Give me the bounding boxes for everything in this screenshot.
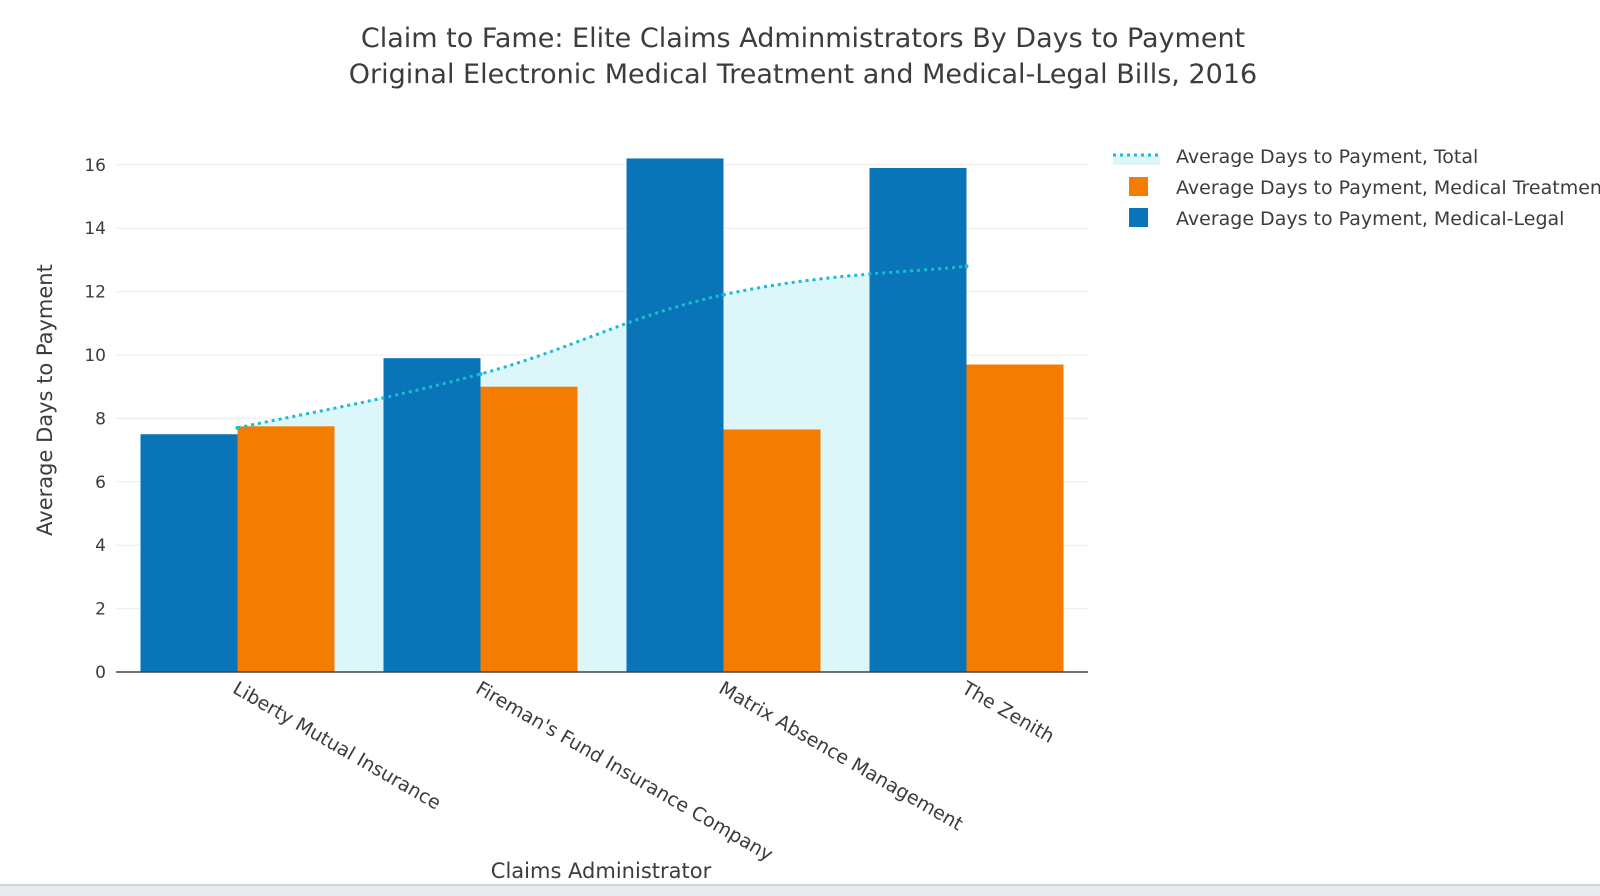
total-line-layer xyxy=(235,264,969,430)
bar-medical-treatment-1[interactable] xyxy=(237,426,335,672)
total-area-layer xyxy=(237,266,967,672)
y-tick-label: 8 xyxy=(95,409,106,429)
bar-medical-legal-2[interactable] xyxy=(383,358,481,672)
y-tick-labels: 0 2 4 6 8 10 12 14 16 xyxy=(84,156,106,683)
legend-swatch xyxy=(1129,177,1148,196)
y-axis-title: Average Days to Payment xyxy=(33,264,57,536)
legend-swatch xyxy=(1129,208,1148,227)
legend-label: Average Days to Payment, Total xyxy=(1176,146,1478,168)
bar-medical-treatment-4[interactable] xyxy=(966,364,1064,672)
legend-label: Average Days to Payment, Medical Treatme… xyxy=(1176,177,1600,199)
legend-label: Average Days to Payment, Medical-Legal xyxy=(1176,208,1564,230)
x-tick-label: Liberty Mutual Insurance xyxy=(229,677,445,814)
bars-layer xyxy=(140,158,1064,672)
y-tick-label: 4 xyxy=(95,536,106,556)
x-tick-label: Matrix Absence Management xyxy=(715,677,967,835)
legend-item[interactable]: Average Days to Payment, Medical-Legal xyxy=(1129,208,1564,230)
legend-swatch-total-fill xyxy=(1113,155,1160,165)
y-tick-label: 14 xyxy=(84,219,106,239)
total-point-3[interactable] xyxy=(721,292,726,297)
bar-medical-legal-3[interactable] xyxy=(626,158,724,672)
y-tick-label: 2 xyxy=(95,600,106,620)
bar-medical-treatment-3[interactable] xyxy=(723,429,821,672)
bar-medical-treatment-2[interactable] xyxy=(480,386,578,672)
total-area-fill xyxy=(237,266,967,672)
y-tick-label: 6 xyxy=(95,473,106,493)
total-point-4[interactable] xyxy=(964,264,969,269)
y-tick-label: 10 xyxy=(84,346,106,366)
total-point-2[interactable] xyxy=(478,372,483,377)
y-tick-label: 12 xyxy=(84,283,106,303)
y-tick-label: 0 xyxy=(95,663,106,683)
legend-item[interactable]: Average Days to Payment, Total xyxy=(1113,146,1478,168)
legend-item[interactable]: Average Days to Payment, Medical Treatme… xyxy=(1129,177,1600,199)
x-tick-labels: Liberty Mutual Insurance Fireman's Fund I… xyxy=(229,677,1058,866)
chart-title: Claim to Fame: Elite Claims Adminmistrat… xyxy=(361,23,1245,54)
legend: Average Days to Payment, Total Average Da… xyxy=(1113,146,1600,230)
x-tick-label: Fireman's Fund Insurance Company xyxy=(472,677,777,866)
total-point-1[interactable] xyxy=(235,425,240,430)
bar-medical-legal-1[interactable] xyxy=(140,434,238,672)
x-axis-title: Claims Administrator xyxy=(491,859,712,883)
bar-medical-legal-4[interactable] xyxy=(869,167,967,672)
bottom-scroll-strip xyxy=(0,884,1600,896)
chart-subtitle: Original Electronic Medical Treatment an… xyxy=(349,59,1257,90)
x-tick-label: The Zenith xyxy=(957,677,1058,748)
y-tick-label: 16 xyxy=(84,156,106,176)
